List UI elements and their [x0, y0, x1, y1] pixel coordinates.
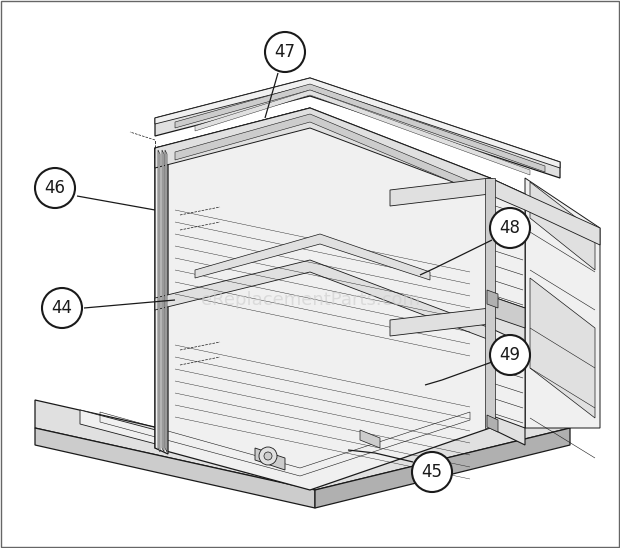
Polygon shape [35, 428, 315, 508]
Polygon shape [490, 178, 525, 308]
Polygon shape [487, 290, 498, 308]
Text: 46: 46 [45, 179, 66, 197]
Polygon shape [175, 84, 545, 172]
Text: 45: 45 [422, 463, 443, 481]
Text: eReplacementParts.com: eReplacementParts.com [200, 291, 420, 309]
Polygon shape [155, 108, 310, 158]
Circle shape [35, 168, 75, 208]
Polygon shape [165, 150, 167, 452]
Polygon shape [487, 415, 498, 432]
Polygon shape [155, 108, 490, 196]
Polygon shape [158, 150, 160, 452]
Circle shape [412, 452, 452, 492]
Polygon shape [390, 178, 490, 206]
Text: 48: 48 [500, 219, 521, 237]
Polygon shape [490, 328, 525, 428]
Polygon shape [195, 234, 430, 280]
Text: 47: 47 [275, 43, 296, 61]
Polygon shape [35, 400, 570, 490]
Polygon shape [162, 150, 164, 452]
Polygon shape [155, 260, 490, 340]
Polygon shape [175, 114, 472, 190]
Polygon shape [490, 296, 525, 328]
Polygon shape [490, 178, 600, 245]
Polygon shape [525, 178, 600, 428]
Polygon shape [255, 448, 285, 470]
Polygon shape [485, 178, 495, 428]
Polygon shape [315, 428, 570, 508]
Text: 44: 44 [51, 299, 73, 317]
Circle shape [259, 447, 277, 465]
Polygon shape [530, 182, 595, 270]
Polygon shape [195, 90, 530, 175]
Polygon shape [530, 278, 595, 418]
Circle shape [265, 32, 305, 72]
Polygon shape [360, 430, 380, 448]
Polygon shape [490, 178, 525, 445]
Circle shape [264, 452, 272, 460]
Text: 49: 49 [500, 346, 521, 364]
Polygon shape [155, 148, 168, 454]
Polygon shape [390, 308, 490, 336]
Circle shape [42, 288, 82, 328]
Circle shape [490, 208, 530, 248]
Polygon shape [155, 78, 560, 178]
Polygon shape [80, 410, 490, 482]
Circle shape [490, 335, 530, 375]
Polygon shape [155, 108, 490, 490]
Polygon shape [155, 78, 560, 168]
